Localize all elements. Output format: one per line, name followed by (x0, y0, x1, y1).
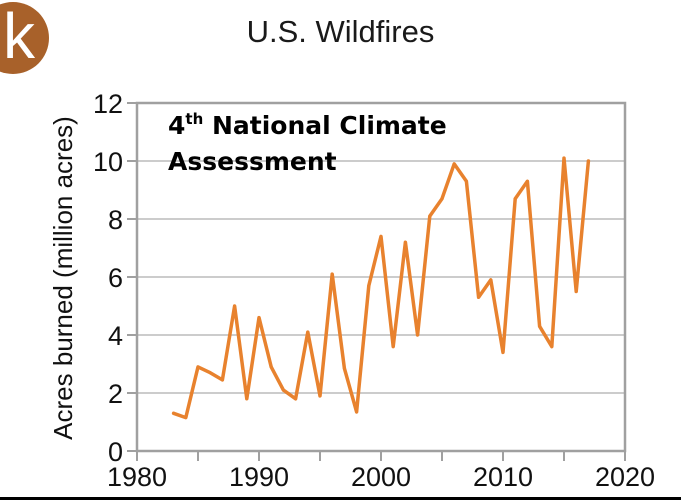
data-point (403, 240, 407, 244)
data-point (379, 234, 383, 238)
data-point (391, 345, 395, 349)
annotation-line2: Assessment (168, 147, 337, 176)
data-point (355, 410, 359, 414)
data-point (269, 365, 273, 369)
data-point (489, 278, 493, 282)
annotation: 4th National Climate Assessment (168, 110, 447, 176)
logo-letter: k (3, 0, 35, 72)
y-tick-label: 8 (108, 205, 123, 235)
data-point (208, 371, 212, 375)
data-point (562, 156, 566, 160)
data-point (233, 304, 237, 308)
data-point (245, 397, 249, 401)
y-tick-label: 4 (108, 321, 123, 351)
data-point (452, 162, 456, 166)
data-point (513, 197, 517, 201)
data-point (440, 197, 444, 201)
data-point (550, 345, 554, 349)
annotation-number: 4 (168, 111, 185, 140)
x-tick-label: 2020 (595, 462, 655, 492)
x-ticks: 1980 1990 2000 2010 2020 (107, 451, 655, 492)
series-line (171, 156, 591, 420)
y-axis-label: Acres burned (million acres) (48, 116, 78, 440)
annotation-superscript: th (185, 110, 203, 128)
data-point (330, 272, 334, 276)
data-point (184, 416, 188, 420)
y-tick-label: 6 (108, 263, 123, 293)
y-tick-label: 12 (93, 89, 123, 119)
chart-title: U.S. Wildfires (246, 14, 435, 49)
data-point (416, 333, 420, 337)
data-point (525, 179, 529, 183)
bottom-border (0, 497, 681, 500)
x-tick-label: 1980 (107, 462, 167, 492)
gridlines (137, 160, 625, 394)
data-point (172, 411, 176, 415)
annotation-line1: 4th National Climate (168, 110, 447, 140)
data-point (306, 330, 310, 334)
series (171, 156, 591, 420)
data-point (574, 290, 578, 293)
data-point (318, 394, 322, 398)
x-tick-label: 2010 (473, 462, 533, 492)
data-point (342, 366, 346, 370)
data-point (428, 214, 432, 218)
data-point (196, 365, 200, 369)
y-tick-label: 0 (108, 437, 123, 467)
y-tick-label: 10 (93, 147, 123, 177)
annotation-line1-rest: National Climate (203, 111, 446, 140)
data-point (367, 284, 371, 288)
data-point (501, 350, 505, 354)
data-point (220, 378, 224, 382)
data-point (281, 388, 285, 392)
data-point (257, 316, 261, 320)
data-point (538, 324, 542, 328)
data-point (477, 295, 481, 299)
data-point (586, 159, 590, 163)
x-tick-label: 2000 (351, 462, 411, 492)
y-tick-label: 2 (108, 379, 123, 409)
x-tick-label: 1990 (229, 462, 289, 492)
data-point (464, 179, 468, 183)
y-ticks: 0 2 4 6 8 10 12 (93, 89, 137, 467)
data-point (294, 397, 298, 401)
